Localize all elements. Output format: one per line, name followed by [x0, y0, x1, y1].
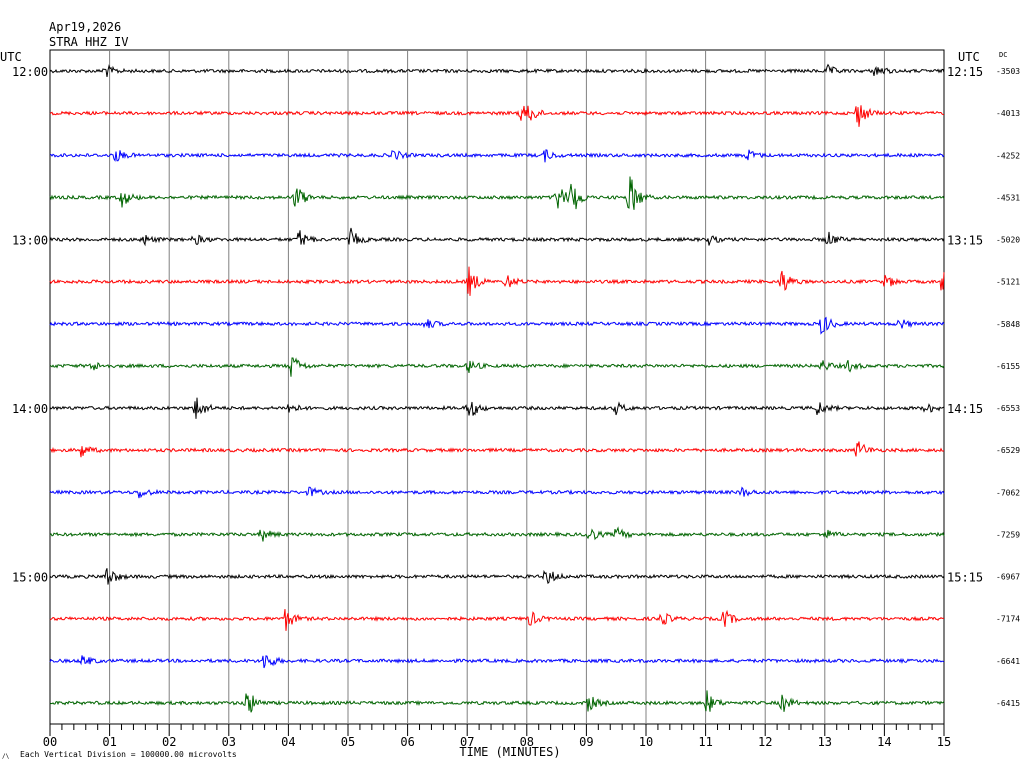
x-tick-label: 15: [937, 735, 951, 749]
trace-row: [49, 227, 945, 247]
dc-offset-label: -4531: [996, 193, 1020, 202]
dc-offset-label: -7174: [996, 615, 1020, 624]
x-tick-label: 13: [818, 735, 832, 749]
x-axis-title: TIME (MINUTES): [459, 745, 560, 759]
trace-row: [49, 486, 945, 499]
row-time-right: 15:15: [947, 571, 983, 585]
trace-row: [50, 441, 945, 458]
x-axis: 00 01 02 03 04 05 06 07 08 09 10 11 12 13 14 15: [43, 724, 951, 749]
row-label-group: -3503 12:00 12:15 -4013 -4252 -4531 -5020 13:00…: [12, 65, 1020, 708]
dc-offset-label: -7062: [996, 488, 1020, 497]
dc-offset-label: -5020: [996, 236, 1020, 245]
x-tick-label: 14: [877, 735, 891, 749]
x-tick-label: 03: [222, 735, 236, 749]
trace-row: [49, 690, 945, 713]
footnote-label: Each Vertical Division = 100000.00 micro…: [20, 750, 237, 759]
x-tick-label: 10: [639, 735, 653, 749]
dc-offset-label: -5121: [996, 278, 1020, 287]
dc-offset-label: -6415: [996, 699, 1020, 708]
plot-frame: [49, 49, 945, 725]
x-tick-label: 06: [400, 735, 414, 749]
grid-lines: [49, 49, 945, 725]
row-time-right: 12:15: [947, 65, 983, 79]
row-time-left: 15:00: [12, 571, 48, 585]
trace-group: [49, 63, 945, 713]
row-time-left: 12:00: [12, 65, 48, 79]
corner-mark: /\: [2, 753, 10, 760]
trace-row: [49, 176, 945, 210]
trace-row: [49, 526, 945, 542]
row-time-right: 14:15: [947, 402, 983, 416]
dc-offset-label: -4013: [996, 109, 1020, 118]
left-utc-label: UTC: [0, 50, 22, 64]
trace-row: [49, 655, 945, 669]
dc-offset-label: -6553: [996, 404, 1020, 413]
dc-offset-label: -6641: [996, 657, 1020, 666]
x-tick-label: 05: [341, 735, 355, 749]
date-label: Apr19,2026: [49, 20, 121, 34]
dc-offset-label: -5848: [996, 320, 1020, 329]
station-label: STRA HHZ IV: [49, 35, 128, 49]
row-time-left: 14:00: [12, 402, 48, 416]
x-tick-label: 08: [520, 735, 534, 749]
trace-row: [49, 316, 945, 335]
dc-offset-label: -6967: [996, 573, 1020, 582]
dc-header-label: DC: [999, 51, 1007, 59]
dc-offset-label: -6529: [996, 446, 1020, 455]
right-utc-label: UTC: [958, 50, 980, 64]
trace-row: [49, 63, 945, 77]
x-tick-label: 12: [758, 735, 772, 749]
dc-offset-label: -7259: [996, 530, 1020, 539]
trace-row: [49, 105, 945, 127]
trace-row: [49, 149, 945, 163]
x-tick-label: 01: [102, 735, 116, 749]
dc-offset-label: -3503: [996, 67, 1020, 76]
row-time-left: 13:00: [12, 234, 48, 248]
row-time-right: 13:15: [947, 234, 983, 248]
dc-offset-label: -4252: [996, 151, 1020, 160]
x-tick-label: 09: [579, 735, 593, 749]
trace-row: [49, 609, 945, 631]
trace-row: [49, 397, 945, 419]
x-tick-label: 00: [43, 735, 57, 749]
dc-offset-label: -6155: [996, 362, 1020, 371]
x-tick-label: 04: [281, 735, 295, 749]
x-tick-label: 02: [162, 735, 176, 749]
trace-row: [49, 266, 945, 296]
x-tick-label: 11: [698, 735, 712, 749]
x-tick-label: 07: [460, 735, 474, 749]
trace-row: [49, 568, 945, 585]
trace-row: [49, 357, 945, 377]
